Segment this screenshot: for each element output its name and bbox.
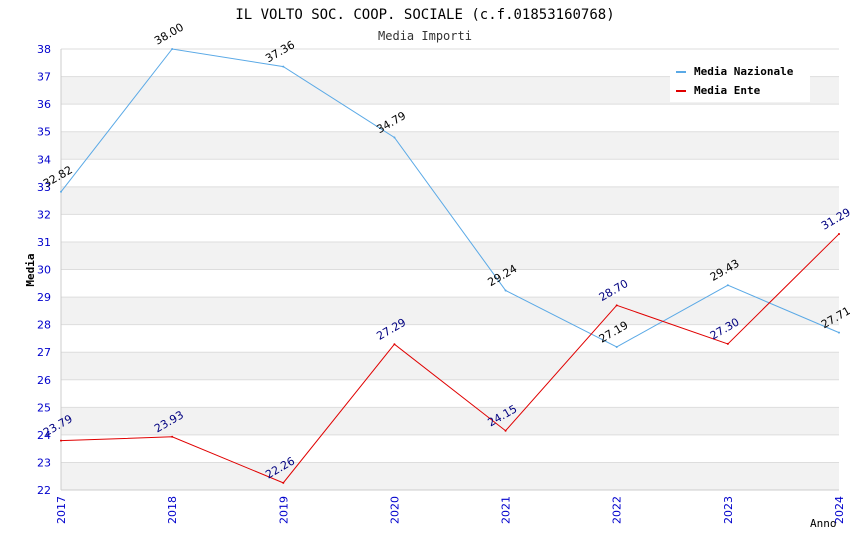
legend: Media Nazionale Media Ente [670, 60, 810, 102]
y-axis-ticks: 22 23 24 25 26 27 28 29 30 31 32 33 34 35 36 37 38 [37, 43, 51, 497]
y-tick-label: 22 [37, 484, 51, 497]
series-line [60, 48, 840, 348]
x-axis-ticks: 2017 2018 2019 2020 2021 2022 2023 2024 [55, 496, 846, 524]
y-tick-label: 37 [37, 71, 51, 84]
legend-box [670, 60, 810, 102]
x-tick-label: 2019 [277, 496, 290, 524]
background-band [61, 352, 839, 380]
y-tick-label: 34 [37, 153, 51, 166]
x-tick-label: 2022 [611, 496, 624, 524]
chart-subtitle: Media Importi [378, 29, 472, 43]
data-point [171, 48, 174, 50]
data-point [282, 481, 285, 484]
background-band [61, 297, 839, 325]
y-tick-label: 26 [37, 374, 51, 387]
x-tick-label: 2020 [388, 496, 401, 524]
data-point [171, 435, 174, 438]
data-point [726, 342, 729, 345]
y-axis-label: Media [24, 253, 37, 286]
x-tick-label: 2024 [833, 496, 846, 524]
y-tick-label: 31 [37, 236, 51, 249]
y-tick-label: 23 [37, 456, 51, 469]
x-tick-label: 2018 [166, 496, 179, 524]
legend-label: Media Ente [694, 84, 761, 97]
background-band [61, 407, 839, 435]
data-point [393, 136, 396, 139]
data-point [282, 65, 285, 68]
data-point [60, 190, 62, 193]
plot-background-bands [61, 76, 839, 490]
data-point [838, 331, 840, 334]
x-tick-label: 2023 [722, 496, 735, 524]
data-point [60, 439, 62, 442]
background-band [61, 131, 839, 160]
x-axis-label: Anno [810, 517, 837, 530]
data-point [504, 289, 507, 292]
y-tick-label: 32 [37, 208, 51, 221]
background-band [61, 241, 839, 270]
data-point [615, 345, 618, 348]
y-tick-label: 33 [37, 181, 51, 194]
data-label: 37.36 [263, 38, 297, 65]
data-point [615, 304, 618, 307]
y-tick-label: 30 [37, 264, 51, 277]
y-tick-label: 29 [37, 291, 51, 304]
data-point [726, 284, 729, 287]
background-band [61, 462, 839, 490]
y-tick-label: 25 [37, 401, 51, 414]
y-tick-label: 24 [37, 429, 51, 442]
grid-lines [60, 48, 839, 491]
y-tick-label: 36 [37, 98, 51, 111]
data-point [393, 343, 396, 346]
data-label: 38.00 [152, 21, 186, 48]
data-point [504, 429, 507, 432]
legend-label: Media Nazionale [694, 65, 794, 78]
x-tick-label: 2021 [500, 496, 513, 524]
y-tick-label: 28 [37, 319, 51, 332]
y-tick-label: 38 [37, 43, 51, 56]
series-line [60, 233, 840, 484]
y-tick-label: 27 [37, 346, 51, 359]
background-band [61, 186, 839, 215]
x-tick-label: 2017 [55, 496, 68, 524]
y-tick-label: 35 [37, 126, 51, 139]
data-point [838, 232, 840, 235]
chart-title: IL VOLTO SOC. COOP. SOCIALE (c.f.0185316… [235, 7, 614, 23]
